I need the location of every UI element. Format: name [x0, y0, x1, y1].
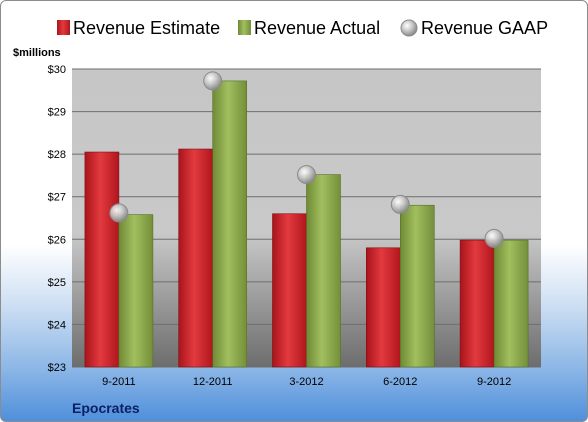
legend-item-revenue-gaap: Revenue GAAP	[400, 18, 548, 38]
y-axis-unit-label: $millions	[13, 47, 61, 59]
bar-revenue-actual	[306, 174, 341, 368]
bar-revenue-estimate	[178, 148, 213, 368]
y-tick-label: $25	[48, 277, 66, 289]
legend-label-revenue-gaap: Revenue GAAP	[421, 18, 548, 38]
bar-revenue-estimate	[459, 239, 495, 368]
y-tick-labels: $23 $24 $25 $26 $27 $28 $29 $30	[48, 64, 66, 374]
x-tick-label: 9-2012	[477, 376, 511, 388]
legend-item-revenue-estimate: Revenue Estimate	[57, 18, 220, 38]
y-tick-label: $24	[48, 319, 66, 331]
marker-revenue-gaap	[297, 165, 316, 185]
legend-item-revenue-actual: Revenue Actual	[238, 18, 380, 38]
x-tick-labels: 9-2011 12-2011 3-2012 6-2012 9-2012	[102, 376, 511, 388]
legend: Revenue Estimate Revenue Actual Revenue …	[57, 18, 548, 38]
legend-label-revenue-estimate: Revenue Estimate	[73, 18, 220, 38]
bar-revenue-actual	[212, 80, 247, 368]
bar-revenue-estimate	[365, 247, 401, 368]
x-tick-label: 9-2011	[102, 376, 135, 388]
bars	[84, 80, 529, 368]
marker-revenue-gaap	[390, 194, 410, 214]
marker-revenue-gaap	[109, 203, 129, 223]
x-tick-label: 6-2012	[383, 376, 417, 388]
bar-revenue-estimate	[272, 213, 307, 368]
legend-swatch-revenue-estimate	[57, 20, 70, 35]
legend-label-revenue-actual: Revenue Actual	[254, 18, 380, 38]
marker-revenue-gaap	[484, 228, 504, 248]
bar-revenue-actual	[399, 204, 435, 368]
bar-revenue-actual	[118, 214, 154, 368]
marker-revenue-gaap	[203, 71, 223, 91]
bar-revenue-actual	[493, 239, 529, 368]
bar-revenue-estimate	[84, 151, 120, 368]
legend-marker-revenue-gaap	[400, 19, 418, 37]
y-tick-label: $23	[48, 362, 66, 374]
legend-swatch-revenue-actual	[238, 20, 251, 35]
y-tick-label: $29	[48, 107, 66, 119]
y-tick-label: $26	[48, 234, 66, 246]
x-tick-label: 12-2011	[193, 376, 233, 388]
gaap-markers	[109, 71, 504, 248]
y-tick-label: $28	[48, 149, 66, 161]
y-tick-label: $30	[48, 64, 66, 76]
company-label: Epocrates	[72, 400, 140, 416]
x-tick-label: 3-2012	[289, 376, 323, 388]
y-tick-label: $27	[48, 192, 66, 204]
